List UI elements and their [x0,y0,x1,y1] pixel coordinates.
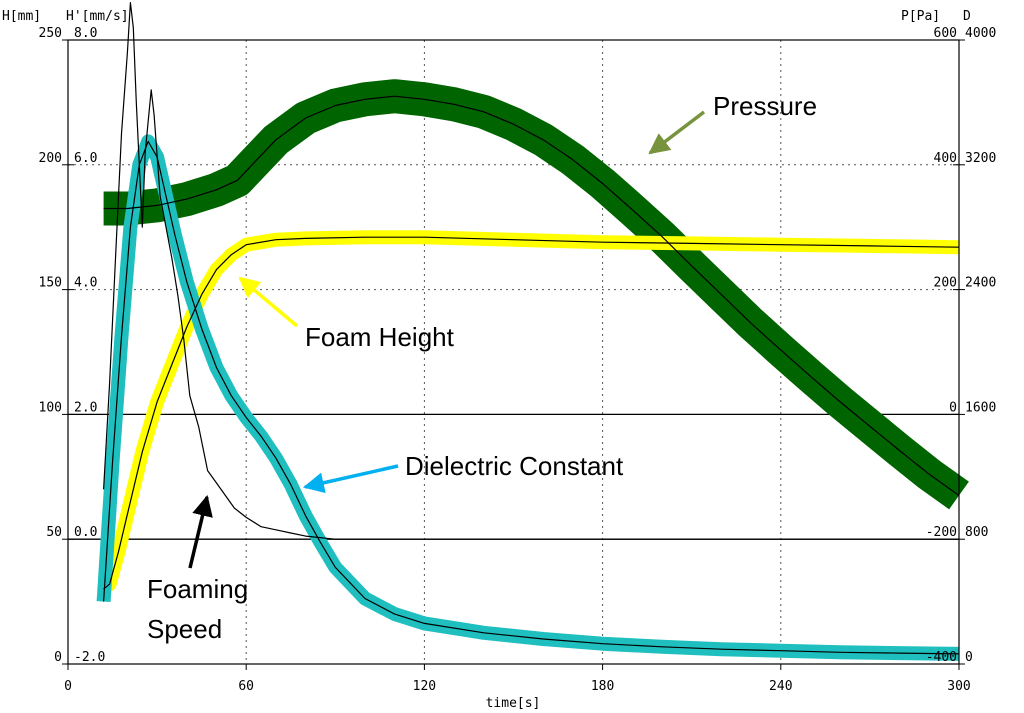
p-tick-label: 400 [934,151,957,166]
series-line-foaming-speed [103,1,959,540]
annotation-dielectric-constant-arrow [302,464,399,494]
x-tick-label: 120 [413,679,436,694]
p-tick-label: 600 [934,26,957,41]
hprime-tick-label: 4.0 [74,276,97,291]
series-lines [103,1,960,655]
right-axis-label-d: D [963,9,971,24]
plot-frame [67,39,960,665]
p-tick-label: 0 [949,400,957,415]
h-tick-label: 50 [46,525,62,540]
d-tick-label: 2400 [965,276,996,291]
h-tick-label: 200 [39,151,62,166]
series-band-pressure [103,79,969,510]
p-tick-label: 200 [934,276,957,291]
left-axis-label-h: H[mm] [2,9,41,24]
annotation-foaming-speed-text-2: Speed [147,614,222,644]
series-bands [96,79,969,661]
left-axis-label-hprime: H'[mm/s] [66,9,129,24]
x-tick-label: 0 [64,679,72,694]
annotation-pressure-text: Pressure [713,91,817,121]
d-tick-label: 4000 [965,26,996,41]
annotation-foam-height: Foam Height [238,276,455,352]
annotation-foam-height-arrow [238,276,299,328]
hprime-tick-label: 8.0 [74,26,97,41]
p-tick-label: -400 [926,650,957,665]
annotation-dielectric-constant: Dielectric Constant [302,451,624,494]
right-axis-label-p: P[Pa] [901,9,940,24]
annotation-foaming-speed: Foaming Speed [147,494,248,644]
h-tick-label: 100 [39,400,62,415]
annotation-pressure: Pressure [648,91,817,155]
series-line-foam-height [103,236,960,590]
d-tick-label: 800 [965,525,988,540]
hprime-tick-label: 6.0 [74,151,97,166]
x-tick-label: 60 [238,679,254,694]
annotation-pressure-arrow [648,110,706,155]
p-tick-label: -200 [926,525,957,540]
d-tick-label: 0 [965,650,973,665]
hprime-tick-label: 2.0 [74,400,97,415]
h-tick-label: 150 [39,276,62,291]
annotation-foam-height-text: Foam Height [305,322,455,352]
x-tick-label: 180 [591,679,614,694]
series-line-pressure [103,95,960,496]
d-tick-label: 3200 [965,151,996,166]
x-tick-label: 240 [769,679,792,694]
x-axis-label: time[s] [486,696,541,711]
hprime-tick-label: 0.0 [74,525,97,540]
d-tick-label: 1600 [965,400,996,415]
series-line-dielectric-constant [103,140,960,655]
annotation-foaming-speed-text-1: Foaming [147,574,248,604]
x-tick-label: 300 [947,679,970,694]
annotation-foaming-speed-arrow [188,494,213,569]
hprime-tick-label: -2.0 [74,650,105,665]
h-tick-label: 0 [54,650,62,665]
h-tick-label: 250 [39,26,62,41]
annotation-dielectric-constant-text: Dielectric Constant [405,451,624,481]
